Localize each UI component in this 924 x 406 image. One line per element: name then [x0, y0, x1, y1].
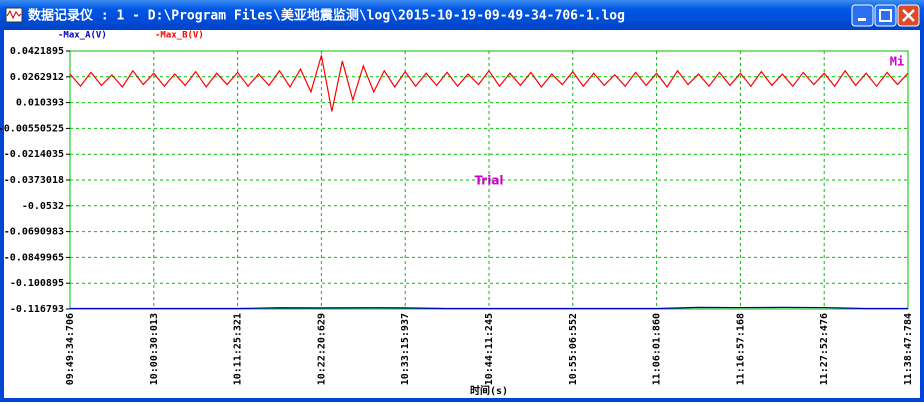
y-tick-label: 0.0421895	[10, 46, 64, 57]
x-tick-label: 10:00:30:013	[149, 313, 160, 385]
x-tick-label: 11:27:52:476	[819, 313, 830, 385]
y-tick-label: -0.0214035	[4, 149, 64, 160]
y-tick-label: 0.0262912	[10, 72, 64, 83]
y-tick-label: 0.010393	[16, 98, 64, 109]
x-tick-label: 10:55:06:552	[568, 313, 579, 385]
x-tick-label: 10:33:15:937	[400, 313, 411, 385]
y-tick-label: -0.116793	[10, 304, 64, 315]
x-tick-label: 10:11:25:321	[233, 313, 244, 385]
annotation: Trial	[474, 174, 503, 188]
data-line	[70, 306, 908, 310]
x-tick-label: 10:22:20:629	[316, 313, 327, 385]
x-axis-label: 时间(s)	[470, 384, 508, 397]
y-tick-label: -0.0532	[22, 201, 64, 212]
x-tick-label: 11:16:57:168	[735, 313, 746, 385]
window-title: 数据记录仪 : 1 - D:\Program Files\美亚地震监测\log\…	[28, 8, 625, 24]
annotation: Mi	[890, 55, 904, 69]
y-tick-label: -0.00550525	[0, 123, 64, 134]
x-tick-label: 11:38:47:784	[903, 313, 914, 385]
minimize-glyph	[858, 18, 866, 21]
maximize-glyph	[879, 9, 892, 22]
legend-entry: -Max_B(V)	[155, 31, 204, 41]
close-glyph	[902, 9, 915, 22]
y-tick-label: -0.0690983	[4, 227, 64, 238]
y-tick-label: -0.0373018	[4, 175, 64, 186]
minimize-button[interactable]	[851, 4, 874, 27]
y-tick-label: -0.100895	[10, 278, 64, 289]
title-bar	[0, 0, 924, 30]
maximize-button[interactable]	[874, 4, 897, 27]
legend-entry: -Max_A(V)	[58, 31, 107, 41]
x-tick-label: 11:06:01:860	[652, 313, 663, 385]
chart: 0.0421895 0.0262912 0.010393 -0.00550525 -0.…	[0, 31, 914, 398]
x-tick-label: 10:44:11:245	[484, 313, 495, 385]
app-icon-glyph	[6, 9, 22, 20]
x-tick-label: 09:49:34:706	[65, 313, 76, 385]
y-tick-label: -0.0849965	[4, 252, 64, 263]
data-line	[69, 55, 909, 112]
